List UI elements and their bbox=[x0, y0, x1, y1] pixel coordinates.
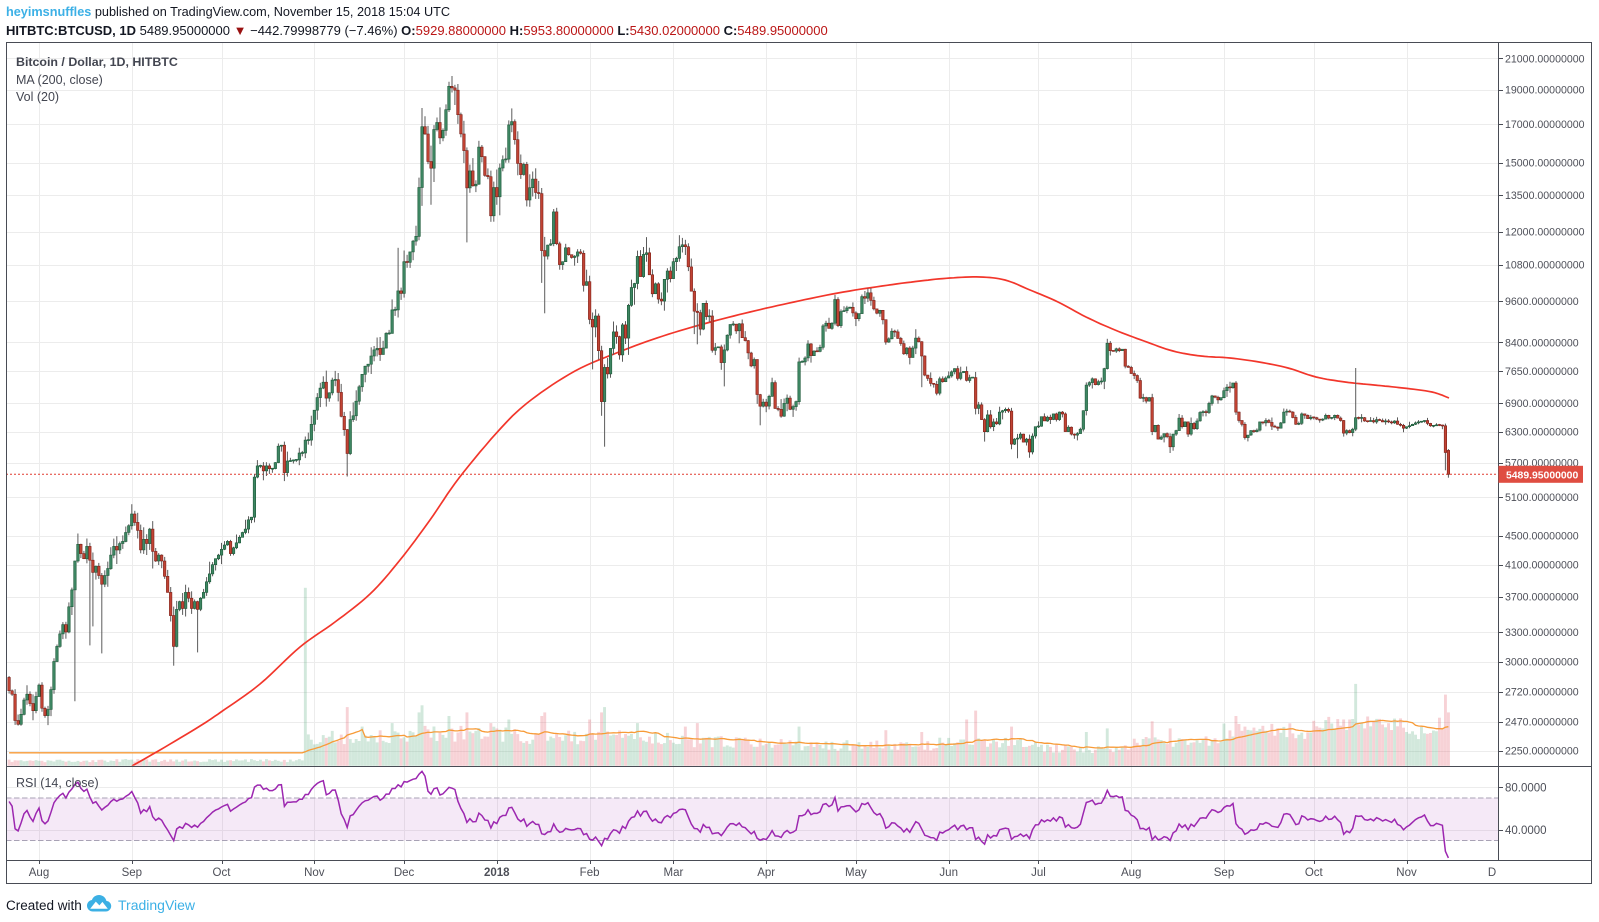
svg-text:6900.00000000: 6900.00000000 bbox=[1505, 398, 1579, 410]
svg-text:Apr: Apr bbox=[757, 867, 775, 879]
svg-text:Vol (20): Vol (20) bbox=[16, 90, 59, 104]
svg-text:Sep: Sep bbox=[1214, 867, 1234, 879]
svg-text:4100.00000000: 4100.00000000 bbox=[1505, 560, 1579, 572]
svg-text:Mar: Mar bbox=[663, 867, 683, 879]
svg-text:Nov: Nov bbox=[304, 867, 325, 879]
svg-text:4500.00000000: 4500.00000000 bbox=[1505, 531, 1579, 543]
svg-text:Jun: Jun bbox=[939, 867, 958, 879]
svg-text:5489.95000000: 5489.95000000 bbox=[1506, 471, 1578, 482]
svg-text:heyimsnuffles published on Tra: heyimsnuffles published on TradingView.c… bbox=[6, 5, 450, 19]
svg-text:10800.00000000: 10800.00000000 bbox=[1505, 259, 1585, 271]
svg-text:17000.00000000: 17000.00000000 bbox=[1505, 119, 1585, 131]
svg-text:3000.00000000: 3000.00000000 bbox=[1505, 656, 1579, 668]
svg-text:Aug: Aug bbox=[29, 867, 49, 879]
svg-text:MA (200, close): MA (200, close) bbox=[16, 73, 103, 87]
svg-text:Jul: Jul bbox=[1031, 867, 1046, 879]
svg-text:9600.00000000: 9600.00000000 bbox=[1505, 296, 1579, 308]
svg-text:3300.00000000: 3300.00000000 bbox=[1505, 627, 1579, 639]
svg-text:3700.00000000: 3700.00000000 bbox=[1505, 591, 1579, 603]
svg-text:Sep: Sep bbox=[122, 867, 142, 879]
svg-text:Created with: Created with bbox=[6, 898, 82, 913]
svg-text:2250.00000000: 2250.00000000 bbox=[1505, 746, 1579, 758]
svg-text:Oct: Oct bbox=[213, 867, 232, 879]
svg-text:13500.00000000: 13500.00000000 bbox=[1505, 190, 1585, 202]
svg-text:2018: 2018 bbox=[484, 867, 510, 879]
svg-text:6300.00000000: 6300.00000000 bbox=[1505, 426, 1579, 438]
svg-text:19000.00000000: 19000.00000000 bbox=[1505, 84, 1585, 96]
svg-text:HITBTC:BTCUSD, 1D 5489.950000: HITBTC:BTCUSD, 1D 5489.95000000 ▼ −442.7… bbox=[6, 23, 828, 38]
svg-text:RSI (14, close): RSI (14, close) bbox=[16, 776, 99, 790]
svg-text:Bitcoin / Dollar, 1D, HITBTC: Bitcoin / Dollar, 1D, HITBTC bbox=[16, 55, 178, 69]
svg-text:21000.00000000: 21000.00000000 bbox=[1505, 53, 1585, 65]
svg-text:7650.00000000: 7650.00000000 bbox=[1505, 366, 1579, 378]
svg-text:May: May bbox=[845, 867, 867, 879]
svg-text:Aug: Aug bbox=[1121, 867, 1141, 879]
svg-text:Dec: Dec bbox=[394, 867, 415, 879]
svg-text:8400.00000000: 8400.00000000 bbox=[1505, 337, 1579, 349]
svg-text:2470.00000000: 2470.00000000 bbox=[1505, 717, 1579, 729]
svg-text:2720.00000000: 2720.00000000 bbox=[1505, 687, 1579, 699]
svg-text:12000.00000000: 12000.00000000 bbox=[1505, 227, 1585, 239]
svg-text:15000.00000000: 15000.00000000 bbox=[1505, 158, 1585, 170]
svg-text:TradingView: TradingView bbox=[118, 897, 196, 913]
svg-text:40.0000: 40.0000 bbox=[1505, 825, 1547, 837]
svg-text:D: D bbox=[1488, 867, 1496, 879]
svg-text:5100.00000000: 5100.00000000 bbox=[1505, 492, 1579, 504]
svg-text:Feb: Feb bbox=[580, 867, 600, 879]
svg-text:Oct: Oct bbox=[1305, 867, 1324, 879]
svg-text:Nov: Nov bbox=[1396, 867, 1417, 879]
svg-text:80.0000: 80.0000 bbox=[1505, 782, 1547, 794]
